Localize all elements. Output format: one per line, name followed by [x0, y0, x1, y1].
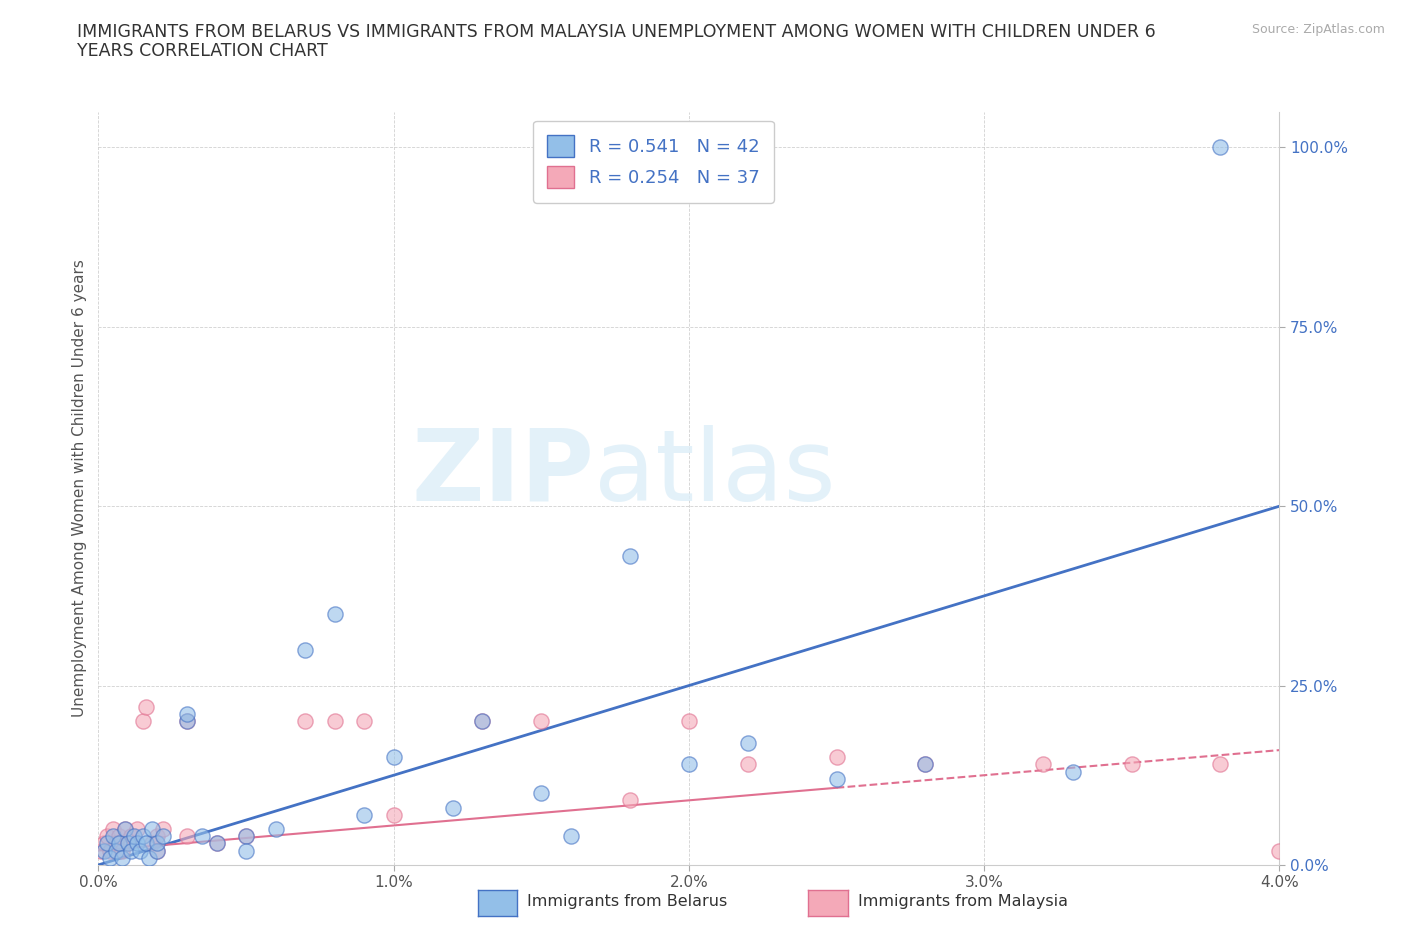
- Point: [120, 844, 142, 858]
- Point: [176, 707, 198, 722]
- Point: [114, 821, 136, 836]
- Point: [176, 714, 198, 729]
- Text: Immigrants from Belarus: Immigrants from Belarus: [527, 894, 727, 909]
- Point: [441, 800, 464, 815]
- Point: [678, 714, 700, 729]
- Point: [619, 793, 641, 808]
- Point: [264, 821, 287, 836]
- Point: [108, 829, 131, 844]
- Legend: R = 0.541   N = 42, R = 0.254   N = 37: R = 0.541 N = 42, R = 0.254 N = 37: [533, 121, 775, 203]
- Point: [1209, 140, 1232, 155]
- Point: [191, 829, 214, 844]
- Point: [825, 750, 848, 764]
- Point: [471, 714, 494, 729]
- Point: [737, 757, 759, 772]
- Point: [93, 844, 115, 858]
- Point: [93, 836, 115, 851]
- Point: [353, 714, 375, 729]
- Point: [560, 829, 582, 844]
- Point: [135, 836, 157, 851]
- Point: [98, 850, 121, 865]
- Point: [530, 786, 553, 801]
- Text: Immigrants from Malaysia: Immigrants from Malaysia: [858, 894, 1067, 909]
- Point: [1121, 757, 1143, 772]
- Point: [471, 714, 494, 729]
- Point: [176, 829, 198, 844]
- Point: [132, 829, 155, 844]
- Point: [146, 844, 169, 858]
- Point: [146, 829, 169, 844]
- Point: [152, 821, 174, 836]
- Point: [382, 807, 405, 822]
- Point: [117, 836, 139, 851]
- Point: [141, 836, 163, 851]
- Point: [111, 844, 134, 858]
- Point: [678, 757, 700, 772]
- Point: [1032, 757, 1054, 772]
- Text: ZIP: ZIP: [412, 425, 595, 522]
- Point: [1268, 844, 1291, 858]
- Point: [530, 714, 553, 729]
- Point: [235, 829, 257, 844]
- Point: [103, 821, 125, 836]
- Point: [117, 836, 139, 851]
- Point: [125, 836, 148, 851]
- Point: [382, 750, 405, 764]
- Text: IMMIGRANTS FROM BELARUS VS IMMIGRANTS FROM MALAYSIA UNEMPLOYMENT AMONG WOMEN WIT: IMMIGRANTS FROM BELARUS VS IMMIGRANTS FR…: [77, 23, 1156, 41]
- Point: [122, 829, 145, 844]
- Text: YEARS CORRELATION CHART: YEARS CORRELATION CHART: [77, 42, 328, 60]
- Point: [294, 714, 316, 729]
- Text: atlas: atlas: [595, 425, 837, 522]
- Point: [90, 844, 112, 858]
- Point: [96, 836, 118, 851]
- Point: [135, 699, 157, 714]
- Point: [235, 829, 257, 844]
- Point: [294, 643, 316, 658]
- Point: [132, 714, 155, 729]
- Point: [146, 844, 169, 858]
- Point: [914, 757, 936, 772]
- Point: [105, 836, 128, 851]
- Point: [737, 736, 759, 751]
- Point: [1062, 764, 1084, 779]
- Point: [103, 829, 125, 844]
- Point: [235, 844, 257, 858]
- Point: [176, 714, 198, 729]
- Point: [125, 821, 148, 836]
- Y-axis label: Unemployment Among Women with Children Under 6 years: Unemployment Among Women with Children U…: [72, 259, 87, 717]
- Point: [120, 829, 142, 844]
- Point: [914, 757, 936, 772]
- Point: [141, 821, 163, 836]
- Text: Source: ZipAtlas.com: Source: ZipAtlas.com: [1251, 23, 1385, 36]
- Point: [353, 807, 375, 822]
- Point: [138, 850, 160, 865]
- Point: [825, 771, 848, 786]
- Point: [108, 836, 131, 851]
- Point: [128, 844, 150, 858]
- Point: [114, 821, 136, 836]
- Point: [619, 549, 641, 564]
- Point: [111, 850, 134, 865]
- Point: [98, 844, 121, 858]
- Point: [205, 836, 228, 851]
- Point: [323, 606, 346, 621]
- Point: [205, 836, 228, 851]
- Point: [96, 829, 118, 844]
- Point: [323, 714, 346, 729]
- Point: [105, 844, 128, 858]
- Point: [146, 836, 169, 851]
- Point: [152, 829, 174, 844]
- Point: [1209, 757, 1232, 772]
